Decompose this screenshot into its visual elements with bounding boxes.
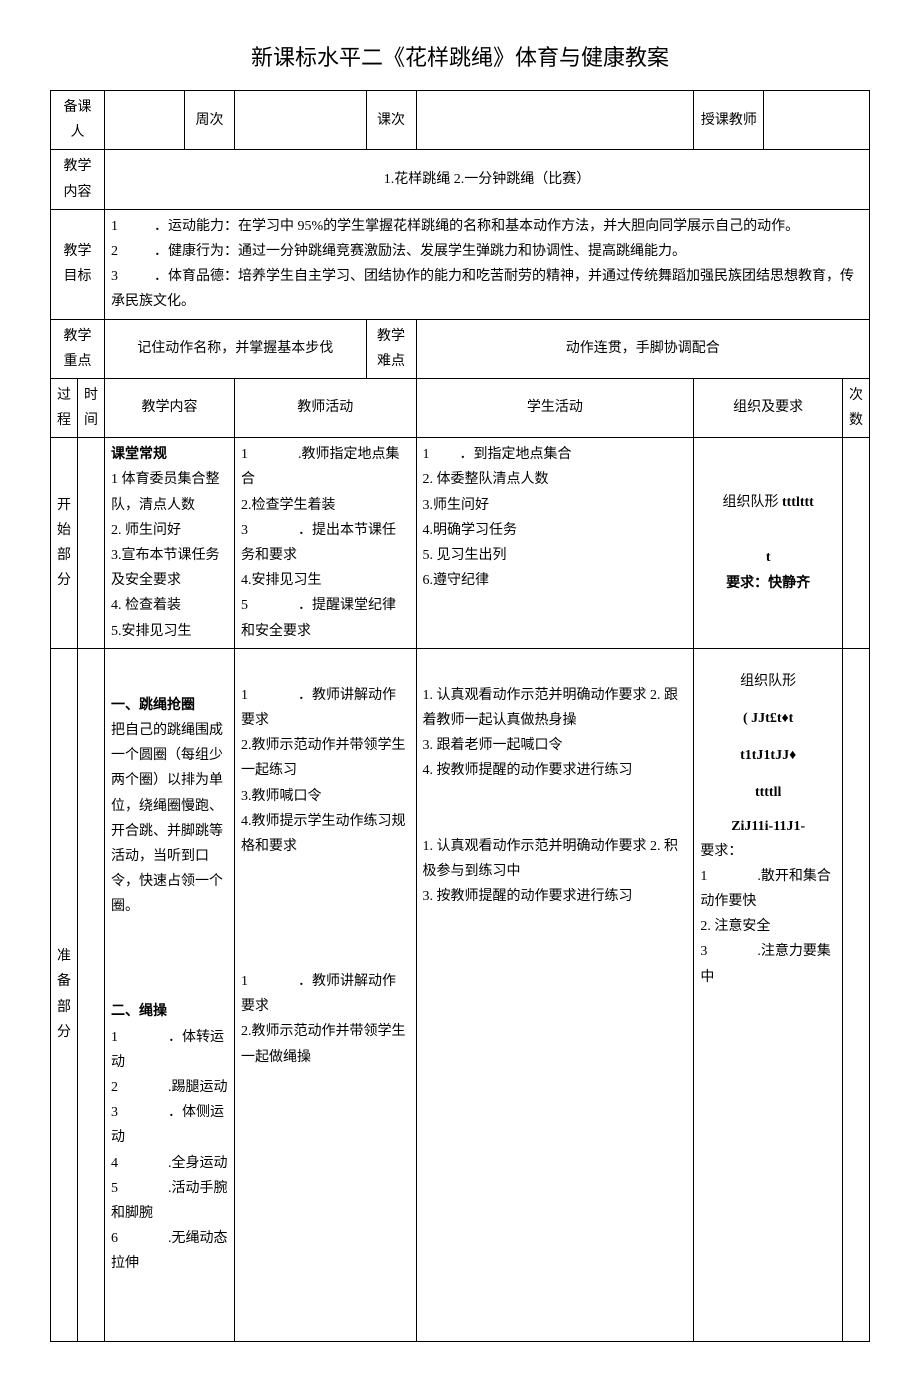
focus-point-value: 记住动作名称，并掌握基本步伐 [105, 319, 367, 378]
prep-time [78, 648, 105, 1341]
start-label: 开始部分 [51, 438, 78, 649]
col-org: 组织及要求 [694, 378, 843, 437]
week-label: 周次 [185, 91, 235, 150]
goals-row: 教学目标 1．运动能力：在学习中 95%的学生掌握花样跳绳的名称和基本动作方法，… [51, 209, 870, 319]
prep-student: 1. 认真观看动作示范并明确动作要求 2. 跟着教师一起认真做热身操 3. 跟着… [416, 648, 694, 1341]
focus-diff-label: 教学难点 [366, 319, 416, 378]
prep-section-row: 准备部分 一、跳绳抢圈 把自己的跳绳围成一个圆圈（每组少两个圈）以排为单位，绕绳… [51, 648, 870, 1341]
teacher-label: 授课教师 [694, 91, 764, 150]
prep-teacher: 1．教师讲解动作要求 2.教师示范动作并带领学生一起练习 3.教师喊口令 4.教… [235, 648, 417, 1341]
start-teacher: 1.教师指定地点集合 2.检查学生着装 3．提出本节课任务和要求 4.安排见习生… [235, 438, 417, 649]
col-content: 教学内容 [105, 378, 235, 437]
column-header-row: 过程 时间 教学内容 教师活动 学生活动 组织及要求 次数 [51, 378, 870, 437]
document-title: 新课标水平二《花样跳绳》体育与健康教案 [50, 40, 870, 72]
start-time [78, 438, 105, 649]
start-student: 1．到指定地点集合 2. 体委整队清点人数 3.师生问好 4.明确学习任务 5.… [416, 438, 694, 649]
col-time: 时间 [78, 378, 105, 437]
week-value [235, 91, 367, 150]
start-org: 组织队形 tttlttt t 要求：快静齐 [694, 438, 843, 649]
goals-label: 教学目标 [51, 209, 105, 319]
teacher-value [764, 91, 870, 150]
prep-content: 一、跳绳抢圈 把自己的跳绳围成一个圆圈（每组少两个圈）以排为单位，绕绳圈慢跑、开… [105, 648, 235, 1341]
col-count: 次数 [843, 378, 870, 437]
lesson-label: 课次 [366, 91, 416, 150]
header-row: 备课人 周次 课次 授课教师 [51, 91, 870, 150]
focus-row: 教学重点 记住动作名称，并掌握基本步伐 教学难点 动作连贯，手脚协调配合 [51, 319, 870, 378]
start-section-row: 开始部分 课堂常规 1 体育委员集合整队，清点人数 2. 师生问好 3.宣布本节… [51, 438, 870, 649]
lesson-value [416, 91, 694, 150]
start-count [843, 438, 870, 649]
focus-diff-value: 动作连贯，手脚协调配合 [416, 319, 869, 378]
preparer-label: 备课人 [51, 91, 105, 150]
content-value: 1.花样跳绳 2.一分钟跳绳（比赛） [105, 150, 870, 209]
content-row: 教学内容 1.花样跳绳 2.一分钟跳绳（比赛） [51, 150, 870, 209]
col-student: 学生活动 [416, 378, 694, 437]
col-process: 过程 [51, 378, 78, 437]
content-label: 教学内容 [51, 150, 105, 209]
focus-point-label: 教学重点 [51, 319, 105, 378]
col-teacher: 教师活动 [235, 378, 417, 437]
prep-org: 组织队形 ( JJt£t♦t t1tJ1tJJ♦ ttttll ZiJ11i-1… [694, 648, 843, 1341]
goals-content: 1．运动能力：在学习中 95%的学生掌握花样跳绳的名称和基本动作方法，并大胆向同… [105, 209, 870, 319]
prep-label: 准备部分 [51, 648, 78, 1341]
start-content: 课堂常规 1 体育委员集合整队，清点人数 2. 师生问好 3.宣布本节课任务及安… [105, 438, 235, 649]
preparer-value [105, 91, 185, 150]
lesson-plan-table: 备课人 周次 课次 授课教师 教学内容 1.花样跳绳 2.一分钟跳绳（比赛） 教… [50, 90, 870, 1342]
prep-count [843, 648, 870, 1341]
